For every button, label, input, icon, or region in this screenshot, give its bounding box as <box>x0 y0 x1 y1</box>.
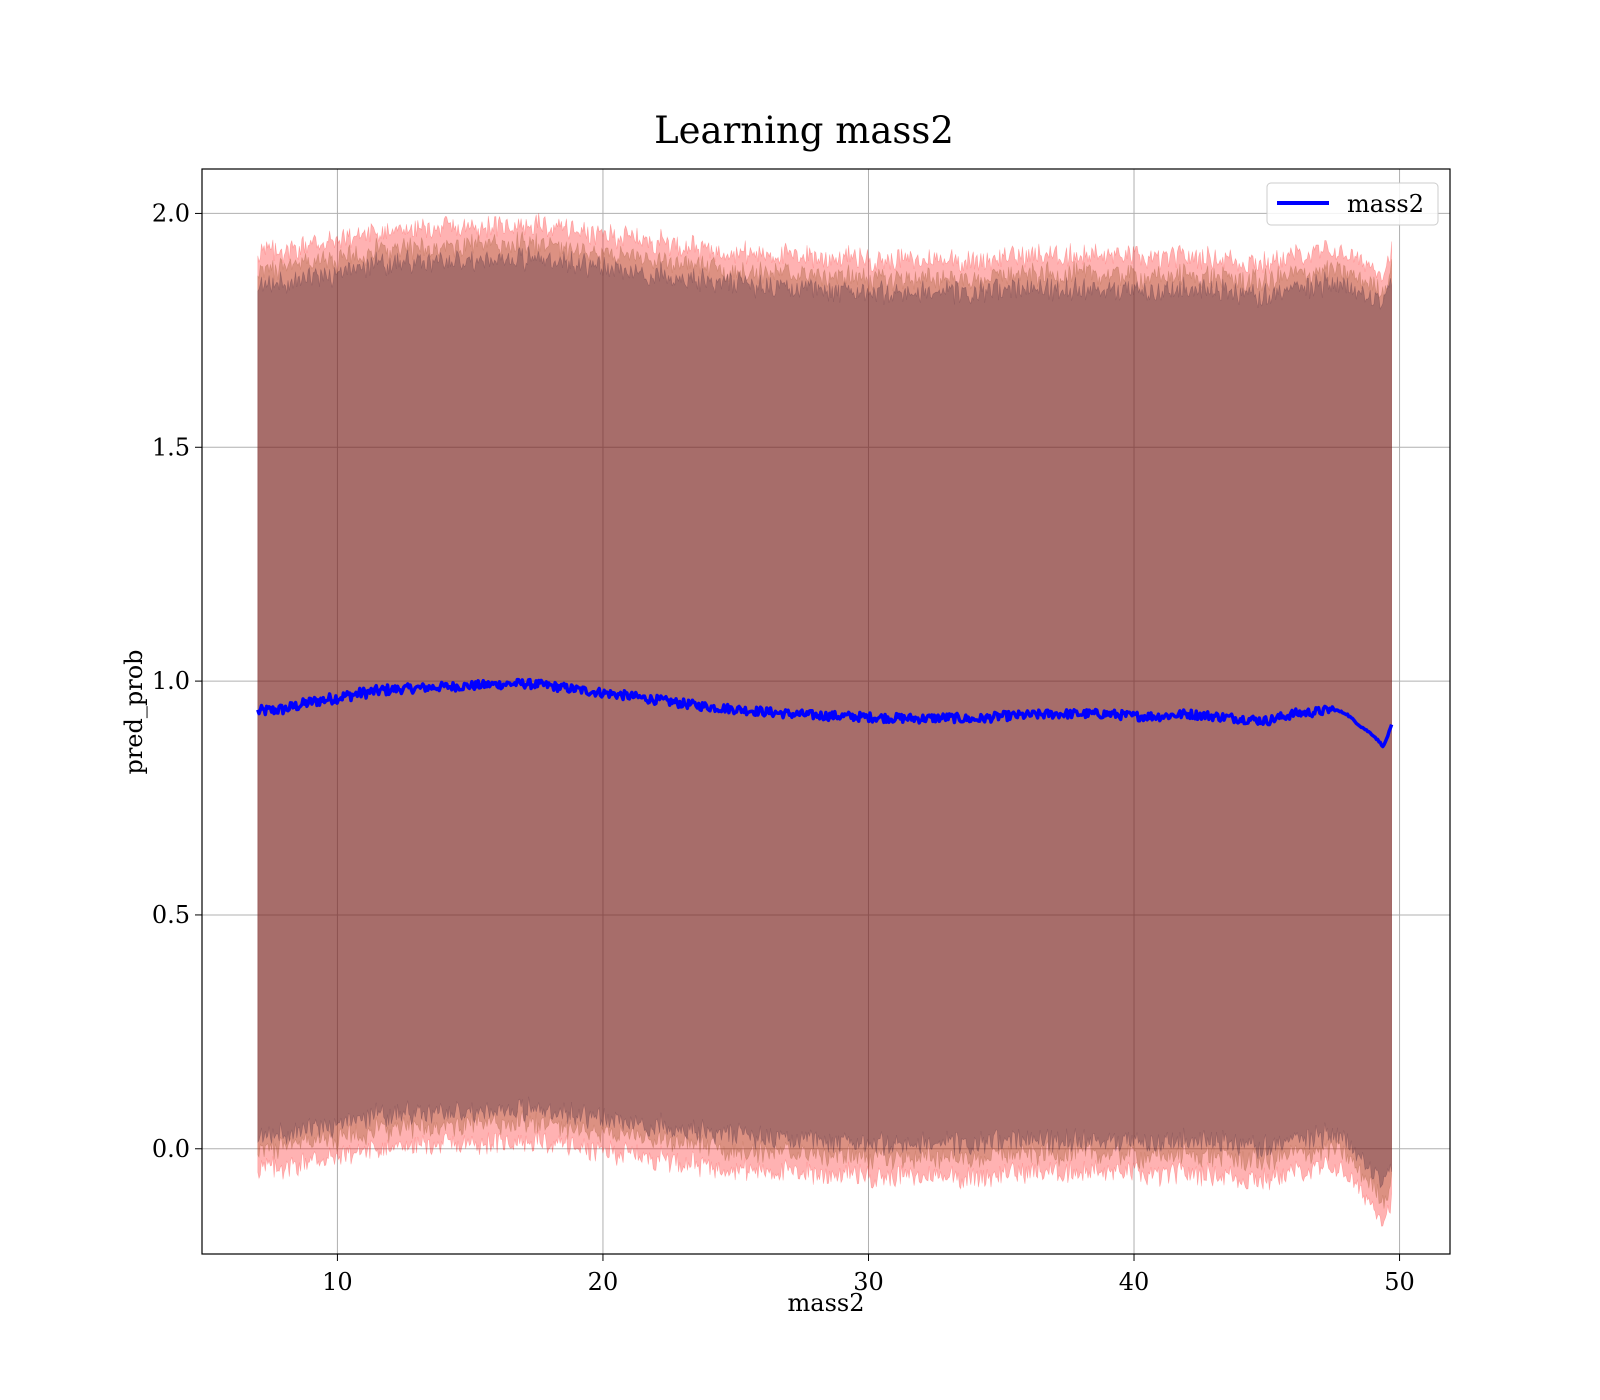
x-tick-label-2: 30 <box>853 1268 884 1296</box>
y-tick-label-4: 2.0 <box>152 199 190 227</box>
legend-label-mass2: mass2 <box>1347 190 1424 218</box>
x-axis-label: mass2 <box>788 1289 865 1317</box>
x-tick-label-0: 10 <box>322 1268 353 1296</box>
x-axis-ticks: 10 20 30 40 50 <box>322 1254 1415 1296</box>
plot-frame <box>201 168 1451 1255</box>
grid <box>202 169 1450 1254</box>
x-tick-label-3: 40 <box>1119 1268 1150 1296</box>
y-tick-label-0: 0.0 <box>152 1135 190 1163</box>
legend: mass2 <box>1266 182 1439 226</box>
y-axis-ticks: 0.0 0.5 1.0 1.5 2.0 <box>152 199 202 1163</box>
y-tick-label-2: 1.0 <box>152 667 190 695</box>
y-axis-label: pred_prob <box>120 649 148 774</box>
series-lines <box>256 677 1394 749</box>
series-line-mass2 <box>256 677 1394 749</box>
legend-box <box>1266 182 1439 226</box>
y-tick-label-1: 0.5 <box>152 901 190 929</box>
chart-title: Learning mass2 <box>654 109 954 152</box>
x-tick-label-4: 50 <box>1384 1268 1415 1296</box>
y-tick-label-3: 1.5 <box>152 433 190 461</box>
x-tick-label-1: 20 <box>588 1268 619 1296</box>
